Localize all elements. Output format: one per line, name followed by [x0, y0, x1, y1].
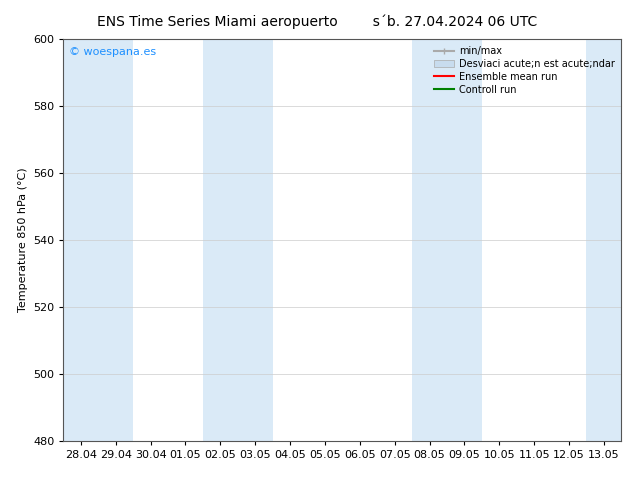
- Bar: [63, 39, 98, 441]
- Text: ENS Time Series Miami aeropuerto        s´b. 27.04.2024 06 UTC: ENS Time Series Miami aeropuerto s´b. 27…: [97, 15, 537, 29]
- Bar: [586, 39, 621, 441]
- Bar: [412, 39, 447, 441]
- Bar: [447, 39, 482, 441]
- Legend: min/max, Desviaci acute;n est acute;ndar, Ensemble mean run, Controll run: min/max, Desviaci acute;n est acute;ndar…: [430, 42, 618, 98]
- Text: © woespana.es: © woespana.es: [69, 47, 156, 57]
- Bar: [238, 39, 273, 441]
- Bar: [203, 39, 238, 441]
- Y-axis label: Temperature 850 hPa (°C): Temperature 850 hPa (°C): [18, 168, 27, 313]
- Bar: [98, 39, 133, 441]
